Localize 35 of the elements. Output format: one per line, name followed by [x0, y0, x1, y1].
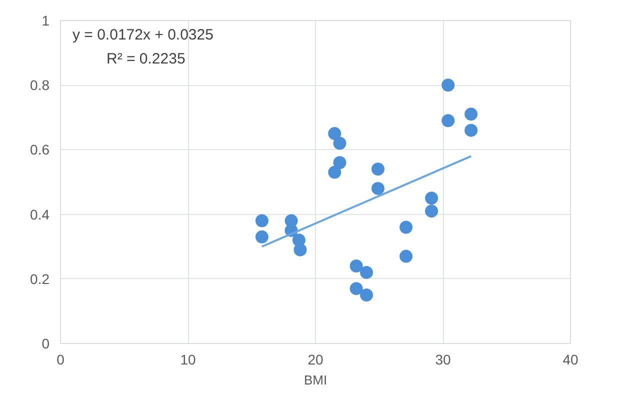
y-tick-label: 0.4 — [30, 206, 50, 222]
x-axis-title: BMI — [304, 372, 328, 388]
point — [328, 166, 342, 179]
point — [255, 214, 268, 228]
x-tick-label: 0 — [56, 352, 65, 368]
x-tick-label: 10 — [180, 352, 196, 368]
point — [464, 124, 478, 137]
point — [425, 192, 438, 205]
point — [442, 78, 455, 92]
x-tick-label: 20 — [308, 352, 324, 368]
point — [333, 156, 346, 170]
point — [464, 108, 478, 121]
point — [350, 259, 363, 272]
point — [328, 127, 342, 140]
annotation: R² = 0.2235 — [106, 50, 186, 68]
point — [400, 220, 413, 234]
x-tick-label: 40 — [562, 352, 578, 368]
point — [360, 288, 373, 302]
y-tick-label: 1 — [42, 12, 50, 28]
y-tick-label: 0.8 — [30, 77, 50, 94]
annotation: y = 0.0172x + 0.0325 — [72, 26, 214, 44]
y-tick-label: 0.2 — [30, 270, 50, 287]
point — [350, 282, 363, 296]
y-tick-label: 0.6 — [30, 142, 50, 158]
point — [400, 250, 413, 263]
point — [333, 136, 346, 150]
point — [371, 162, 384, 176]
point — [371, 182, 384, 195]
point — [360, 266, 373, 279]
point — [255, 230, 268, 244]
point — [425, 204, 438, 218]
point — [294, 243, 307, 256]
y-tick-label: 0 — [42, 336, 50, 352]
x-tick-label: 30 — [435, 352, 451, 368]
point — [442, 114, 455, 128]
